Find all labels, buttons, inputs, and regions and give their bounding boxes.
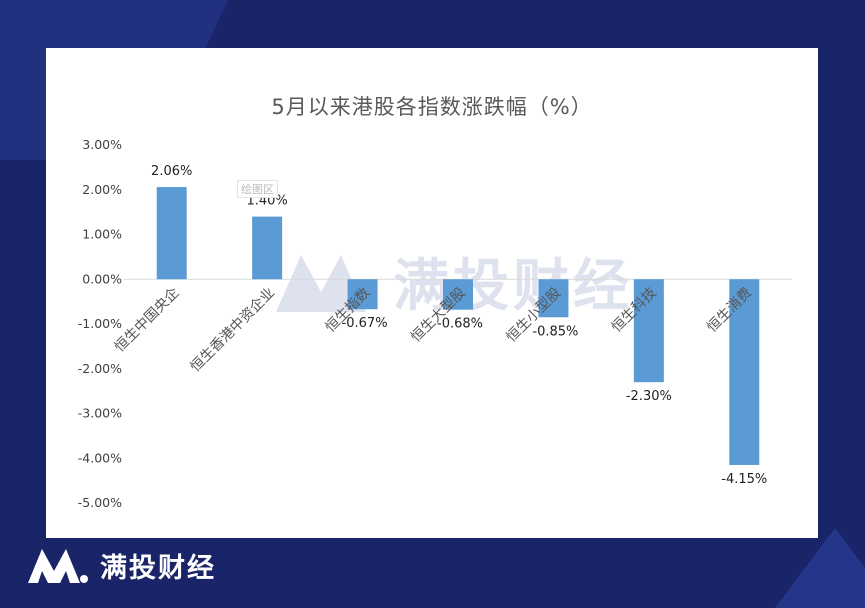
chart-title: 5月以来港股各指数涨跌幅（%） [271, 95, 593, 119]
y-tick-label: 1.00% [82, 227, 122, 242]
data-label: -0.67% [342, 316, 388, 331]
data-label: -4.15% [721, 472, 767, 487]
bar [538, 279, 569, 318]
y-tick-label: -4.00% [78, 450, 122, 465]
plot-area-tag: 绘图区 [237, 180, 278, 198]
category-label: 恒生香港中资企业 [187, 284, 278, 375]
watermark-logo-icon [276, 254, 366, 312]
y-tick-label: -3.00% [78, 406, 122, 421]
y-tick-label: -5.00% [78, 495, 122, 510]
brand: 满投财经 [26, 545, 216, 585]
brand-name: 满投财经 [100, 552, 216, 584]
y-tick-label: -2.00% [78, 361, 122, 376]
background-shape-right [775, 528, 865, 608]
bar [443, 279, 473, 310]
y-tick-label: -1.00% [78, 316, 122, 331]
bar [156, 187, 187, 280]
bar [633, 279, 664, 383]
bar [729, 279, 760, 465]
brand-logo-icon [28, 549, 88, 583]
category-label: 恒生大型股 [408, 285, 469, 346]
chart-panel: 5月以来港股各指数涨跌幅（%） 满投财经 3.00% 2.00% 1.00% 0.00… [46, 48, 818, 538]
watermark: 满投财经 [271, 241, 633, 322]
bar [252, 216, 283, 280]
data-label: 2.06% [151, 164, 192, 179]
y-tick-label: 3.00% [82, 137, 122, 152]
y-tick-label: 0.00% [82, 271, 122, 286]
bar [347, 279, 378, 310]
data-label: -0.85% [532, 324, 578, 339]
data-label: -2.30% [626, 389, 672, 404]
data-label: -0.68% [437, 317, 483, 332]
watermark-text: 满投财经 [393, 254, 633, 319]
y-tick-label: 2.00% [82, 182, 122, 197]
bar-chart: 3.00% 2.00% 1.00% 0.00% -1.00% -2.00% -3.00% -4… [78, 137, 792, 510]
